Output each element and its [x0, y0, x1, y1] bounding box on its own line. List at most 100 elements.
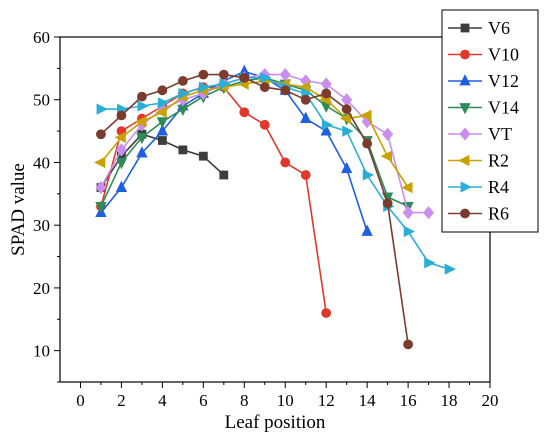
legend-item-r6: R6 — [448, 204, 509, 224]
legend-item-v12: V12 — [448, 71, 519, 91]
data-point-vt — [115, 143, 127, 157]
axes: 0 2 4 6 8 10 12 14 16 18 20 10 20 30 40 50 60 — [33, 28, 499, 410]
data-point-v12 — [341, 161, 353, 174]
data-point-vt — [279, 68, 291, 82]
data-point-r6 — [321, 88, 332, 99]
x-tick-label: 6 — [199, 391, 208, 410]
series-line-r4 — [101, 77, 450, 270]
data-point-r2 — [360, 109, 372, 122]
legend-marker-r4 — [460, 181, 472, 193]
data-point-r6 — [239, 72, 250, 83]
data-point-v6 — [157, 136, 167, 145]
data-point-r6 — [403, 339, 413, 350]
legend-marker-r6 — [460, 208, 470, 219]
legend: V6 V10 V12 V14 VT R2 R4 R6 — [441, 9, 539, 233]
x-tick-label: 8 — [240, 391, 249, 410]
y-tick-label: 30 — [33, 216, 50, 235]
series-r6 — [96, 69, 413, 350]
legend-item-v14: V14 — [448, 98, 519, 118]
series-line-r6 — [100, 73, 409, 345]
data-point-vt — [95, 180, 107, 195]
data-point-r6 — [362, 138, 373, 149]
y-tick-label: 60 — [33, 28, 50, 47]
data-point-r4 — [219, 78, 231, 90]
data-point-vt — [402, 206, 414, 220]
data-point-r2 — [114, 131, 126, 144]
data-point-v14 — [95, 201, 107, 214]
y-tick-label: 10 — [33, 342, 50, 361]
legend-label-v12: V12 — [488, 71, 519, 91]
legend-marker-v12 — [459, 74, 471, 86]
x-tick-label: 2 — [117, 391, 126, 410]
legend-label-r2: R2 — [488, 151, 509, 171]
data-point-r6 — [218, 69, 229, 80]
data-point-v10 — [259, 119, 270, 130]
legend-marker-v10 — [460, 49, 470, 60]
x-tick-label: 10 — [277, 391, 294, 410]
legend-item-v6: V6 — [448, 18, 510, 38]
data-point-r6 — [198, 69, 209, 80]
data-point-r2 — [339, 112, 352, 125]
legend-item-vt: VT — [448, 124, 512, 144]
data-point-v10 — [239, 107, 250, 118]
data-point-r2 — [94, 156, 106, 169]
y-tick-label: 50 — [33, 91, 50, 110]
data-point-v6 — [178, 145, 188, 155]
data-point-r6 — [300, 94, 311, 105]
series-v6 — [96, 129, 229, 192]
x-tick-label: 20 — [482, 391, 499, 410]
data-point-r6 — [341, 104, 352, 115]
legend-item-v10: V10 — [448, 45, 519, 65]
data-point-vt — [423, 206, 435, 220]
data-point-v6 — [198, 151, 208, 161]
y-tick-label: 40 — [33, 153, 50, 172]
legend-label-vt: VT — [488, 124, 512, 144]
legend-box — [441, 9, 539, 233]
data-point-v12 — [156, 124, 169, 136]
x-axis-title: Leaf position — [225, 412, 326, 433]
legend-label-v6: V6 — [488, 18, 510, 38]
legend-item-r4: R4 — [448, 177, 509, 197]
legend-item-r2: R2 — [448, 151, 509, 171]
data-point-r4 — [178, 87, 190, 100]
series-line-v10 — [100, 86, 327, 314]
x-tick-label: 18 — [441, 391, 458, 410]
data-point-r6 — [382, 198, 393, 209]
data-point-r4 — [342, 125, 354, 137]
legend-marker-v14 — [459, 103, 471, 115]
data-point-r2 — [155, 106, 167, 118]
legend-label-v14: V14 — [488, 98, 519, 118]
x-tick-label: 14 — [359, 391, 377, 410]
y-axis-title: SPAD value — [8, 163, 29, 256]
data-point-r4 — [424, 257, 436, 269]
data-point-r4 — [260, 72, 272, 84]
data-point-vt — [320, 77, 332, 91]
data-point-v14 — [115, 158, 128, 170]
data-point-r6 — [177, 76, 188, 86]
series-line-v14 — [100, 76, 409, 208]
x-tick-label: 4 — [158, 391, 167, 410]
data-point-vt — [382, 127, 394, 141]
data-point-r4 — [198, 81, 211, 93]
data-point-r4 — [444, 263, 456, 275]
data-point-v12 — [115, 180, 128, 192]
legend-label-v10: V10 — [488, 45, 519, 65]
data-point-r6 — [259, 82, 270, 93]
legend-label-r6: R6 — [488, 204, 509, 224]
data-point-r6 — [280, 85, 291, 96]
series-r4 — [96, 72, 456, 275]
data-point-v12 — [136, 146, 148, 158]
data-point-r4 — [321, 119, 334, 131]
data-point-r4 — [137, 100, 149, 112]
data-point-r2 — [401, 181, 413, 194]
data-point-r2 — [380, 150, 393, 162]
x-tick-label: 0 — [76, 391, 85, 410]
legend-marker-vt — [459, 127, 471, 141]
data-point-r6 — [96, 129, 106, 140]
data-point-v12 — [361, 224, 373, 236]
data-point-r4 — [157, 97, 170, 109]
data-point-v10 — [300, 170, 311, 180]
data-point-r2 — [135, 116, 147, 128]
x-tick-label: 12 — [318, 391, 335, 410]
